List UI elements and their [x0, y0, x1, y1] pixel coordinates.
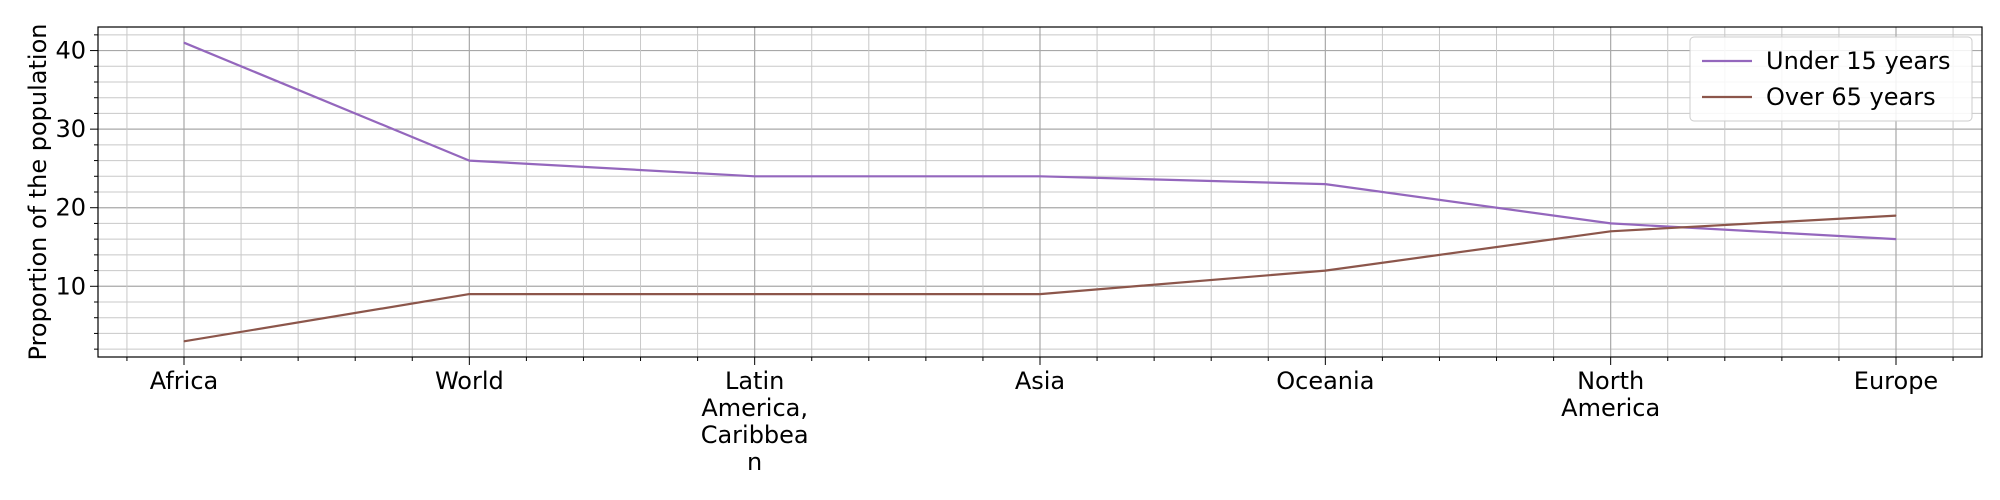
- x-tick-label: Africa: [150, 367, 218, 395]
- data-point: [468, 160, 470, 162]
- series-group: [183, 41, 1897, 343]
- x-tick-label: Europe: [1854, 367, 1938, 395]
- data-point: [1039, 175, 1041, 177]
- legend-label: Over 65 years: [1766, 83, 1936, 111]
- y-axis-title: Proportion of the population: [24, 24, 52, 361]
- x-axis: Africa World Latin America, Caribbea n Asia Oce…: [126, 357, 1954, 476]
- data-point: [754, 175, 756, 177]
- grid: [98, 27, 1982, 357]
- x-tick-label: Latin America, Caribbea n: [701, 367, 809, 476]
- data-point: [1324, 183, 1326, 185]
- y-tick-label: 30: [55, 115, 86, 143]
- data-point: [183, 42, 185, 44]
- data-point: [1895, 215, 1897, 217]
- y-tick-label: 20: [55, 194, 86, 222]
- x-tick-label: Asia: [1015, 367, 1065, 395]
- data-point: [183, 340, 185, 342]
- legend-label: Under 15 years: [1766, 47, 1951, 75]
- y-tick-label: 10: [55, 272, 86, 300]
- legend: Under 15 years Over 65 years: [1689, 36, 1973, 122]
- data-point: [1610, 230, 1612, 232]
- y-tick-label: 40: [55, 37, 86, 65]
- legend-box: [1689, 36, 1973, 122]
- data-point: [754, 293, 756, 295]
- data-point: [1895, 238, 1897, 240]
- y-axis: 10 20 30 40: [55, 34, 98, 350]
- data-point: [1039, 293, 1041, 295]
- data-point: [468, 293, 470, 295]
- x-tick-label: Oceania: [1276, 367, 1374, 395]
- data-point: [1610, 222, 1612, 224]
- x-tick-label: World: [435, 367, 504, 395]
- data-point: [1324, 270, 1326, 272]
- x-tick-label: North America: [1561, 367, 1660, 422]
